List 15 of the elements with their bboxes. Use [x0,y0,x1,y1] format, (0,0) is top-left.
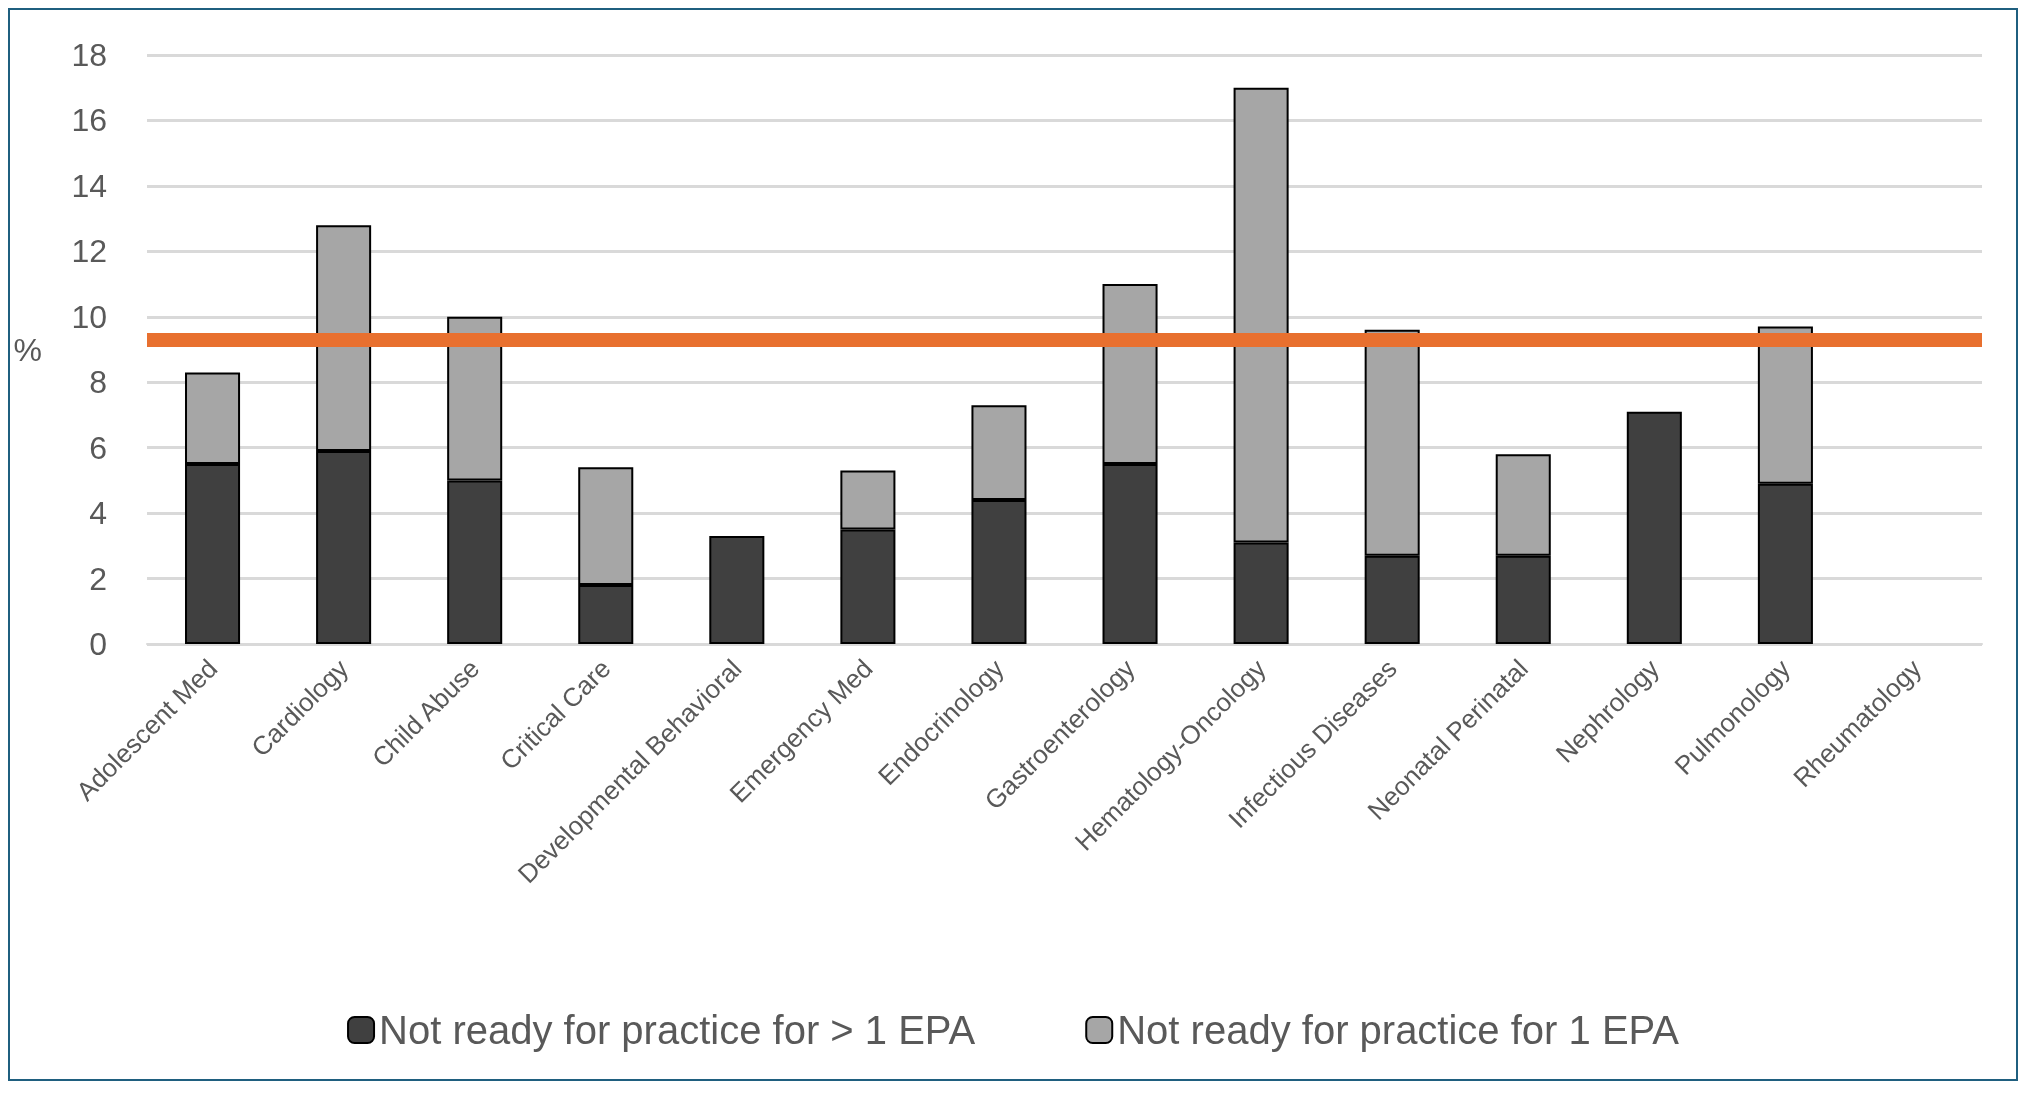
legend-label: Not ready for practice for > 1 EPA [379,1008,976,1052]
y-tick-label: 2 [89,560,107,597]
y-tick-label: 8 [89,364,107,401]
y-tick-label: 4 [89,495,107,532]
y-tick-label: 14 [71,167,107,204]
y-tick-label: 12 [71,233,107,270]
bar [1626,411,1682,644]
y-tick-label: 10 [71,298,107,335]
legend-label: Not ready for practice for 1 EPA [1117,1008,1680,1052]
y-tick-label: 0 [89,626,107,662]
y-tick-label: 18 [71,37,107,73]
y-tick-label: 6 [89,429,107,466]
y-axis-title: % [13,331,42,368]
bar [709,536,765,644]
y-tick-label: 16 [71,102,107,139]
